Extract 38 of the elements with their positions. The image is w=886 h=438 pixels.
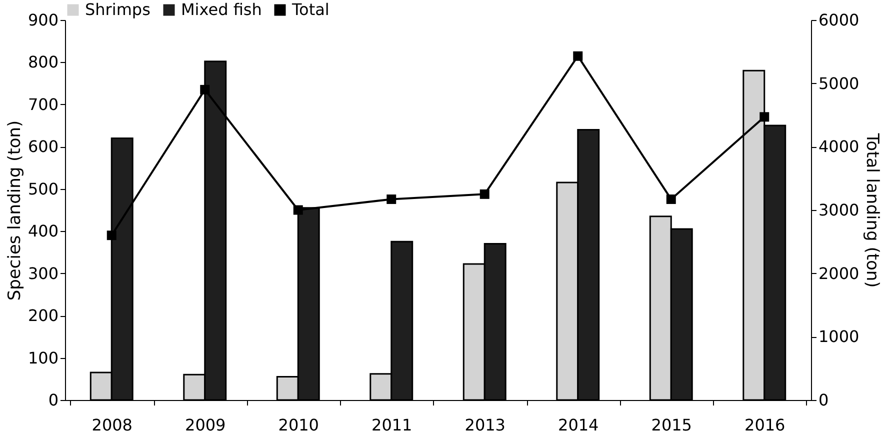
point [386,194,396,204]
y2-tick-label: 3000 [818,200,860,220]
y2-tick-label: 0 [818,390,829,410]
y-tick-label: 300 [28,264,58,283]
x-tick-label: 2015 [651,416,692,434]
y-tick-label: 700 [28,94,58,114]
point [106,230,116,240]
legend-label: Mixed fish [181,0,262,19]
x-tick-label: 2008 [92,416,132,434]
y-tick-label: 500 [28,179,58,198]
point [200,84,210,94]
y-tick-label: 800 [28,52,58,72]
point [293,205,303,215]
y-tick-label: 400 [28,222,58,241]
y2-tick-label: 4000 [818,137,860,156]
point [760,112,770,122]
point [480,189,490,199]
y2-tick-label: 6000 [818,10,860,30]
y2-tick-label: 2000 [818,264,860,283]
x-tick-label: 2013 [464,416,506,434]
x-tick-label: 2011 [372,416,412,434]
y2-tick-label: 5000 [818,74,860,93]
y-axis-title: Species landing (ton) [4,120,25,301]
point [573,51,583,61]
y-tick-label: 0 [48,390,58,410]
y-tick-label: 100 [28,348,58,368]
legend-label: Total [291,0,330,19]
point [666,194,676,204]
y-tick-label: 900 [28,10,58,30]
y-tick-label: 200 [28,306,58,326]
x-tick-label: 2009 [185,416,226,434]
legend-label: Shrimps [85,0,150,19]
y2-tick-label: 1000 [818,327,860,346]
x-tick-label: 2010 [278,416,319,434]
x-tick-label: 2014 [558,416,599,434]
y2-axis-title: Total landing (ton) [862,132,882,288]
y-tick-label: 600 [28,137,58,156]
x-tick-label: 2016 [744,416,786,434]
